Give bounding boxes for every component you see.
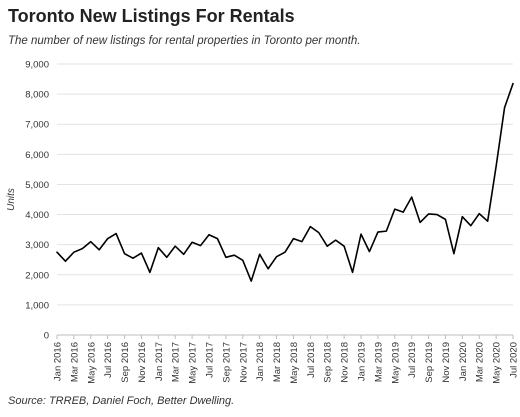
x-tick-label: Mar 2019 — [373, 342, 384, 382]
y-tick-label: 0 — [44, 331, 49, 342]
x-tick-label: Jan 2018 — [255, 342, 266, 381]
x-tick-label: Jul 2019 — [407, 342, 418, 378]
x-tick-label: Nov 2019 — [441, 342, 452, 383]
x-tick-label: Jan 2019 — [357, 342, 368, 381]
x-tick-label: Mar 2018 — [272, 342, 283, 382]
x-tick-label: Jul 2017 — [205, 342, 216, 378]
x-tick-label: Sep 2019 — [424, 342, 435, 383]
x-tick-label: Jan 2016 — [53, 342, 64, 381]
chart-subtitle: The number of new listings for rental pr… — [8, 35, 361, 47]
x-tick-label: May 2020 — [492, 342, 503, 384]
y-axis-title: Units — [6, 188, 17, 211]
x-tick-label: May 2016 — [86, 342, 97, 384]
x-tick-label: Sep 2016 — [120, 342, 131, 383]
x-tick-label: Jan 2020 — [458, 342, 469, 381]
x-tick-label: Jul 2016 — [103, 342, 114, 378]
x-tick-label: Jul 2018 — [306, 342, 317, 378]
y-tick-label: 6,000 — [25, 150, 49, 161]
y-tick-label: 4,000 — [25, 210, 49, 221]
x-tick-label: Jan 2017 — [154, 342, 165, 381]
x-tick-label: May 2017 — [188, 342, 199, 384]
y-tick-label: 3,000 — [25, 240, 49, 251]
x-tick-label: Mar 2020 — [475, 342, 486, 382]
x-tick-label: Mar 2016 — [69, 342, 80, 382]
y-tick-label: 9,000 — [25, 60, 49, 71]
x-tick-label: Sep 2017 — [221, 342, 232, 383]
y-tick-label: 7,000 — [25, 120, 49, 131]
x-tick-label: Nov 2018 — [340, 342, 351, 383]
series-line — [56, 82, 514, 282]
x-tick-label: May 2018 — [289, 342, 300, 384]
x-tick-label: Sep 2018 — [323, 342, 334, 383]
chart-title: Toronto New Listings For Rentals — [8, 6, 295, 26]
y-tick-label: 2,000 — [25, 270, 49, 281]
y-tick-label: 1,000 — [25, 300, 49, 311]
y-tick-label: 8,000 — [25, 90, 49, 101]
source-note: Source: TRREB, Daniel Foch, Better Dwell… — [8, 395, 235, 407]
x-tick-label: Mar 2017 — [171, 342, 182, 382]
x-tick-label: Nov 2017 — [238, 342, 249, 383]
y-tick-label: 5,000 — [25, 180, 49, 191]
x-tick-label: Nov 2016 — [137, 342, 148, 383]
x-tick-label: Jul 2020 — [509, 342, 520, 378]
x-tick-label: May 2019 — [390, 342, 401, 384]
